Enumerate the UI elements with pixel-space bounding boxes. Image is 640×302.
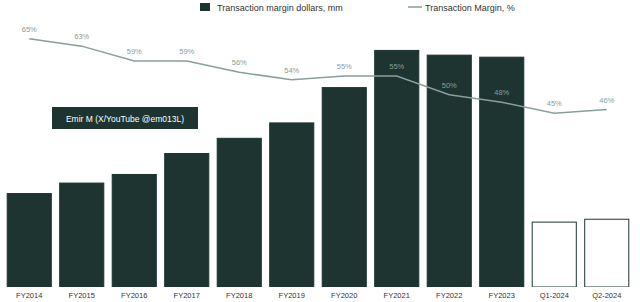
- bar: [60, 183, 104, 287]
- bar: [532, 222, 576, 287]
- bar: [375, 50, 419, 287]
- legend-label: Transaction Margin, %: [425, 3, 515, 13]
- data-group: [7, 39, 629, 287]
- bar: [112, 174, 156, 287]
- x-tick-label: Q2-2024: [592, 291, 621, 300]
- legend-label: Transaction margin dollars, mm: [217, 3, 343, 13]
- chart: 65% 63% 59% 59% 56% 54% 55% 55% 50% 48% 45% 46% FY20…: [0, 0, 640, 302]
- bar: [270, 123, 314, 287]
- x-tick-label: FY2023: [489, 291, 515, 300]
- annotation-text: Emir M (X/YouTube @em013L): [66, 114, 184, 124]
- data-label: 54%: [284, 66, 299, 75]
- x-tick-label: FY2019: [279, 291, 305, 300]
- data-label: 59%: [127, 47, 142, 56]
- x-tick-label: FY2020: [331, 291, 357, 300]
- data-label: 45%: [547, 99, 562, 108]
- bar: [322, 88, 366, 287]
- legend: Transaction margin dollars, mm Transactio…: [200, 3, 515, 13]
- x-tick-label: FY2018: [226, 291, 252, 300]
- x-tick-label: FY2021: [384, 291, 410, 300]
- data-label: 48%: [494, 88, 509, 97]
- data-label: 50%: [442, 81, 457, 90]
- legend-swatch: [200, 3, 210, 11]
- line: [29, 39, 607, 114]
- bar: [7, 194, 51, 287]
- bar: [585, 219, 629, 287]
- data-label: 55%: [337, 62, 352, 71]
- data-label: 59%: [179, 47, 194, 56]
- x-tick-label: FY2016: [121, 291, 147, 300]
- x-tick-label: FY2015: [69, 291, 95, 300]
- data-label: 55%: [389, 62, 404, 71]
- x-tick-label: FY2014: [16, 291, 42, 300]
- label-group: 65% 63% 59% 59% 56% 54% 55% 55% 50% 48% 45% 46% FY20…: [16, 25, 621, 300]
- bar: [480, 57, 524, 287]
- x-tick-label: FY2017: [174, 291, 200, 300]
- annotation-box: [52, 107, 198, 129]
- data-label: 56%: [232, 58, 247, 67]
- bar: [217, 138, 261, 287]
- data-label: 63%: [74, 32, 89, 41]
- data-label: 65%: [22, 25, 37, 34]
- x-tick-label: Q1-2024: [540, 291, 569, 300]
- x-tick-label: FY2022: [436, 291, 462, 300]
- legend-swatch: [408, 6, 422, 8]
- annotation: Emir M (X/YouTube @em013L): [52, 107, 198, 129]
- bar: [165, 154, 209, 288]
- data-label: 46%: [599, 96, 614, 105]
- chart-root: 65% 63% 59% 59% 56% 54% 55% 55% 50% 48% 45% 46% FY20…: [0, 0, 640, 302]
